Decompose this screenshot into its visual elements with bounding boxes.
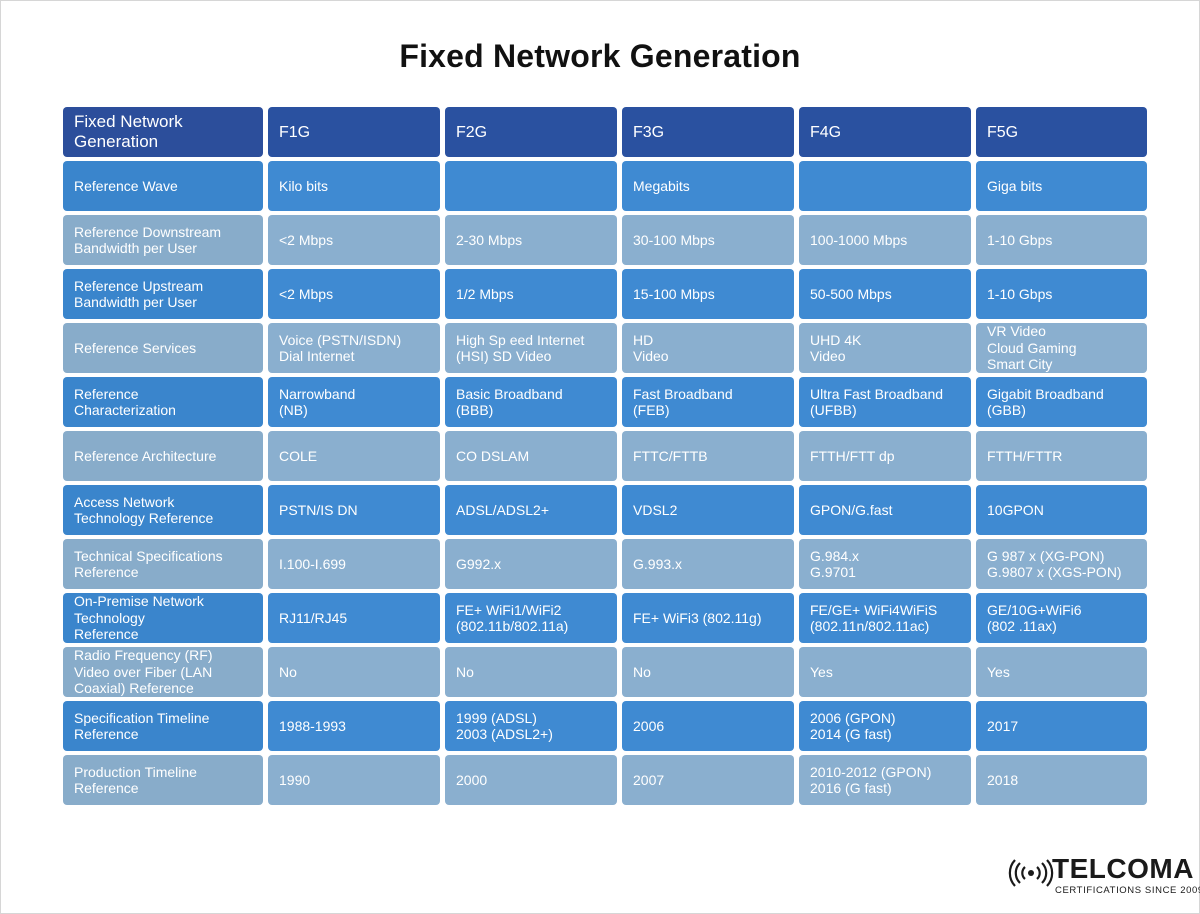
row-value-cell: VDSL2 [622, 485, 794, 535]
telcoma-logo: TELCOMA CERTIFICATIONS SINCE 2009 [1008, 854, 1200, 900]
row-value-cell: Giga bits [976, 161, 1147, 211]
row-value-cell: G.984.x G.9701 [799, 539, 971, 589]
row-value-cell: Voice (PSTN/ISDN) Dial Internet [268, 323, 440, 373]
row-label-cell: Reference Services [63, 323, 263, 373]
row-value-cell: FE/GE+ WiFi4WiFiS (802.11n/802.11ac) [799, 593, 971, 643]
row-value-cell: 2010-2012 (GPON) 2016 (G fast) [799, 755, 971, 805]
row-value-cell: ADSL/ADSL2+ [445, 485, 617, 535]
header-generation-cell: F4G [799, 107, 971, 157]
row-value-cell: Megabits [622, 161, 794, 211]
row-value-cell: G992.x [445, 539, 617, 589]
row-value-cell: 1-10 Gbps [976, 269, 1147, 319]
row-label-cell: Reference Wave [63, 161, 263, 211]
row-value-cell: VR Video Cloud Gaming Smart City [976, 323, 1147, 373]
row-value-cell: G.993.x [622, 539, 794, 589]
row-label-cell: On-Premise Network Technology Reference [63, 593, 263, 643]
row-value-cell [445, 161, 617, 211]
row-value-cell: <2 Mbps [268, 215, 440, 265]
row-value-cell: UHD 4K Video [799, 323, 971, 373]
row-value-cell: HD Video [622, 323, 794, 373]
row-value-cell: 50-500 Mbps [799, 269, 971, 319]
row-value-cell: 15-100 Mbps [622, 269, 794, 319]
row-value-cell: Narrowband (NB) [268, 377, 440, 427]
page-title: Fixed Network Generation [399, 38, 801, 74]
row-label-cell: Reference Upstream Bandwidth per User [63, 269, 263, 319]
header-generation-cell: F1G [268, 107, 440, 157]
row-value-cell: Kilo bits [268, 161, 440, 211]
row-value-cell: Yes [799, 647, 971, 697]
row-value-cell: 1-10 Gbps [976, 215, 1147, 265]
row-value-cell: 2006 [622, 701, 794, 751]
row-value-cell: 30-100 Mbps [622, 215, 794, 265]
row-value-cell: 1988-1993 [268, 701, 440, 751]
row-value-cell: 2017 [976, 701, 1147, 751]
signal-waves-icon [1008, 859, 1054, 887]
generation-table: Fixed Network Generation F1G F2G F3G F4G F5G R… [63, 107, 1147, 805]
header-label-cell: Fixed Network Generation [63, 107, 263, 157]
row-value-cell: No [622, 647, 794, 697]
logo-name: TELCOMA [1052, 853, 1194, 884]
row-value-cell: PSTN/IS DN [268, 485, 440, 535]
row-label-cell: Reference Architecture [63, 431, 263, 481]
row-label-cell: Specification Timeline Reference [63, 701, 263, 751]
row-value-cell: <2 Mbps [268, 269, 440, 319]
row-value-cell: FTTH/FTT dp [799, 431, 971, 481]
row-value-cell: 100-1000 Mbps [799, 215, 971, 265]
row-value-cell: Ultra Fast Broadband (UFBB) [799, 377, 971, 427]
header-generation-cell: F2G [445, 107, 617, 157]
row-label-cell: Production Timeline Reference [63, 755, 263, 805]
row-value-cell [799, 161, 971, 211]
row-label-cell: Reference Characterization [63, 377, 263, 427]
row-value-cell: High Sp eed Internet (HSI) SD Video [445, 323, 617, 373]
row-value-cell: No [445, 647, 617, 697]
row-value-cell: FTTC/FTTB [622, 431, 794, 481]
row-value-cell: Fast Broadband (FEB) [622, 377, 794, 427]
row-value-cell: GE/10G+WiFi6 (802 .11ax) [976, 593, 1147, 643]
row-value-cell: 2006 (GPON) 2014 (G fast) [799, 701, 971, 751]
row-value-cell: COLE [268, 431, 440, 481]
row-value-cell: Gigabit Broadband (GBB) [976, 377, 1147, 427]
row-value-cell: FTTH/FTTR [976, 431, 1147, 481]
row-value-cell: I.100-I.699 [268, 539, 440, 589]
row-label-cell: Technical Specifications Reference [63, 539, 263, 589]
row-value-cell: GPON/G.fast [799, 485, 971, 535]
row-value-cell: 1999 (ADSL) 2003 (ADSL2+) [445, 701, 617, 751]
row-label-cell: Reference Downstream Bandwidth per User [63, 215, 263, 265]
row-value-cell: 1990 [268, 755, 440, 805]
row-value-cell: 10GPON [976, 485, 1147, 535]
row-value-cell: 2007 [622, 755, 794, 805]
row-value-cell: G 987 x (XG-PON) G.9807 x (XGS-PON) [976, 539, 1147, 589]
logo-tagline: CERTIFICATIONS SINCE 2009 [1055, 885, 1200, 896]
header-generation-cell: F3G [622, 107, 794, 157]
row-value-cell: FE+ WiFi1/WiFi2 (802.11b/802.11a) [445, 593, 617, 643]
row-value-cell: 2-30 Mbps [445, 215, 617, 265]
row-value-cell: 2000 [445, 755, 617, 805]
row-value-cell: CO DSLAM [445, 431, 617, 481]
row-label-cell: Access Network Technology Reference [63, 485, 263, 535]
row-label-cell: Radio Frequency (RF) Video over Fiber (L… [63, 647, 263, 697]
row-value-cell: RJ11/RJ45 [268, 593, 440, 643]
row-value-cell: No [268, 647, 440, 697]
row-value-cell: 2018 [976, 755, 1147, 805]
row-value-cell: Basic Broadband (BBB) [445, 377, 617, 427]
header-generation-cell: F5G [976, 107, 1147, 157]
row-value-cell: FE+ WiFi3 (802.11g) [622, 593, 794, 643]
row-value-cell: Yes [976, 647, 1147, 697]
row-value-cell: 1/2 Mbps [445, 269, 617, 319]
